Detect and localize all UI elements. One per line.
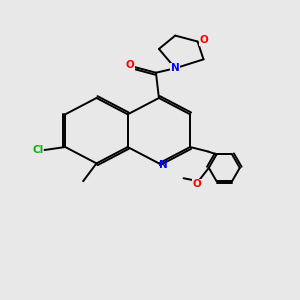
Text: N: N <box>171 63 180 73</box>
Text: O: O <box>193 179 201 189</box>
Text: N: N <box>159 160 168 170</box>
Text: O: O <box>199 35 208 45</box>
Text: O: O <box>126 60 134 70</box>
Text: Cl: Cl <box>33 145 44 155</box>
